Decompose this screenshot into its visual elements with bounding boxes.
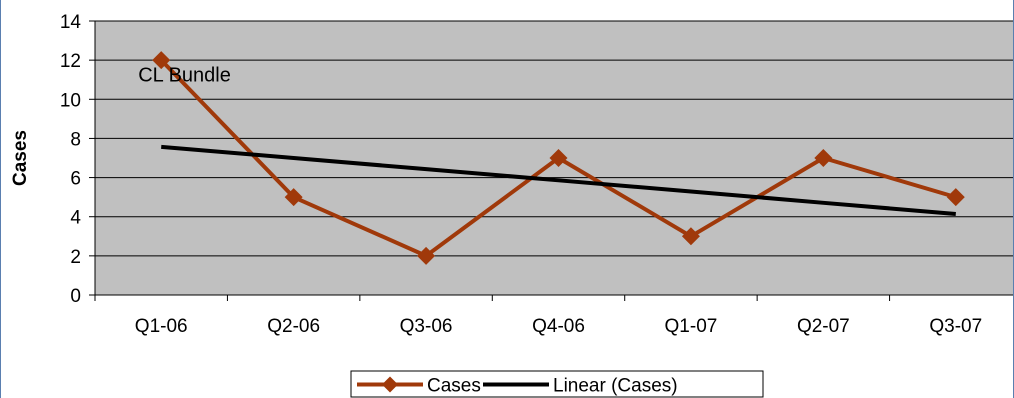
x-tick-label: Q2-07 [797,316,850,337]
data-point-marker [284,188,303,207]
y-tick-label: 6 [70,169,81,190]
x-tick-label: Q2-06 [267,316,320,337]
x-tick-label: Q1-06 [135,316,188,337]
y-tick-label: 8 [70,129,81,150]
x-tick-label: Q1-07 [665,316,718,337]
x-axis-ticks: Q1-06 Q2-06 Q3-06 Q4-06 Q1-07 Q2-07 Q3-07 [94,295,982,337]
x-tick-label: Q3-06 [400,316,453,337]
annotation-label: CL Bundle [138,65,231,87]
data-point-marker [417,246,436,265]
axes [94,21,1013,296]
legend-label: Linear (Cases) [553,376,678,397]
legend-label: Cases [427,376,481,397]
y-tick-label: 10 [60,90,81,111]
y-tick-label: 12 [60,51,81,72]
data-point-marker [946,188,965,207]
gridlines [95,20,1013,257]
legend-marker [382,376,398,393]
data-point-marker [152,51,171,70]
x-tick-label: Q3-07 [929,316,982,337]
data-point-marker [681,227,700,246]
y-axis-ticks: 0 2 4 6 8 10 12 14 [60,12,95,307]
trendline [161,144,956,216]
y-tick-label: 2 [70,247,81,268]
y-tick-label: 4 [70,208,81,229]
y-axis-title: Cases [10,130,31,186]
y-tick-label: 14 [60,12,82,33]
legend-box [350,370,764,398]
x-tick-label: Q4-06 [532,316,585,337]
legend: Cases Linear (Cases) [350,370,764,398]
y-tick-label: 0 [70,286,81,307]
annotations: CL Bundle [138,65,231,87]
data-point-marker [814,149,833,167]
data-point-marker [549,149,568,167]
series-group [152,51,965,265]
